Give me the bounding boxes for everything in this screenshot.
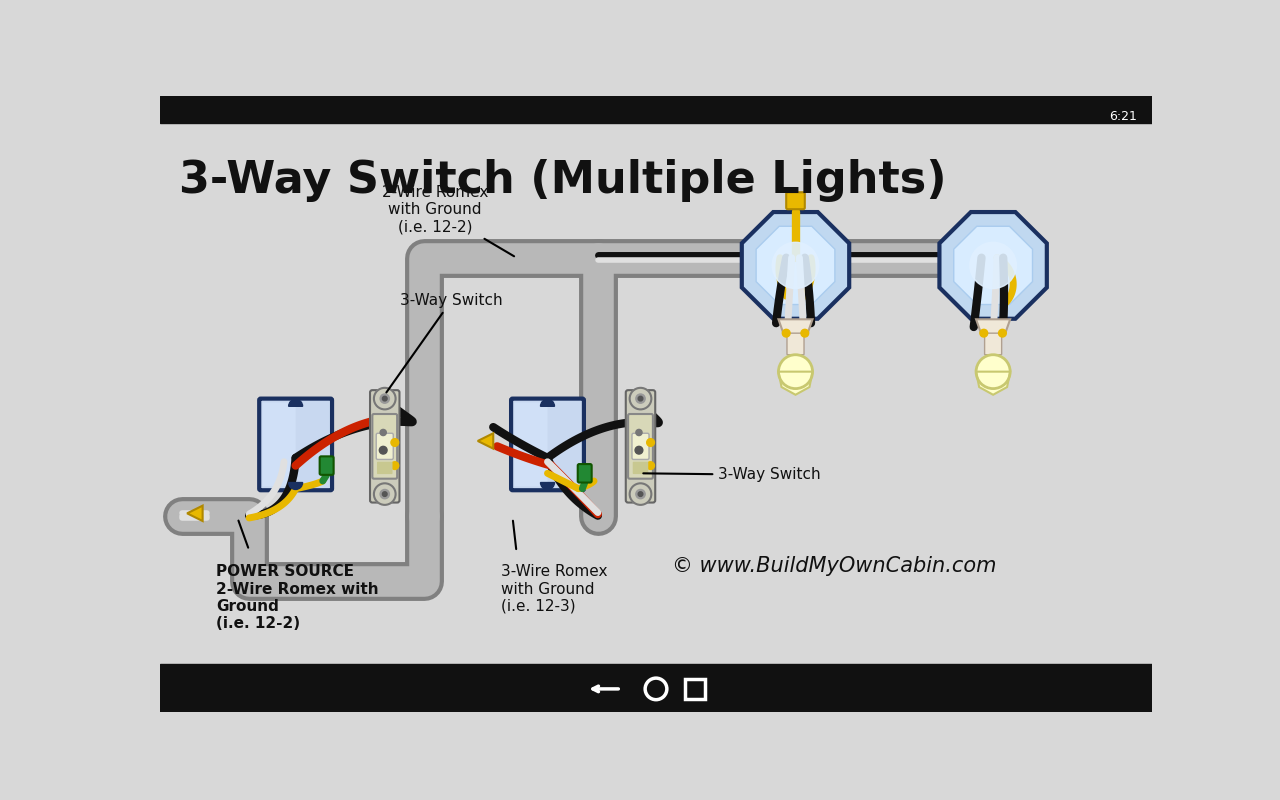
Polygon shape: [778, 319, 813, 334]
Wedge shape: [289, 482, 302, 490]
Circle shape: [635, 446, 643, 454]
FancyBboxPatch shape: [515, 402, 548, 486]
Circle shape: [778, 354, 813, 389]
Circle shape: [636, 490, 645, 498]
Polygon shape: [977, 319, 1010, 334]
Circle shape: [379, 446, 387, 454]
FancyBboxPatch shape: [259, 398, 332, 490]
Circle shape: [639, 492, 643, 496]
Text: 2-Wire Romex
with Ground
(i.e. 12-2): 2-Wire Romex with Ground (i.e. 12-2): [381, 185, 515, 256]
Bar: [160, 96, 1152, 123]
Text: 3-Way Switch: 3-Way Switch: [644, 467, 820, 482]
Circle shape: [782, 330, 790, 337]
Circle shape: [380, 490, 389, 498]
FancyBboxPatch shape: [626, 390, 655, 502]
Circle shape: [630, 388, 652, 410]
Circle shape: [998, 330, 1006, 337]
Polygon shape: [742, 212, 849, 318]
Circle shape: [374, 483, 396, 505]
FancyBboxPatch shape: [787, 333, 804, 354]
FancyBboxPatch shape: [378, 462, 393, 474]
Polygon shape: [756, 226, 835, 305]
FancyBboxPatch shape: [511, 398, 584, 490]
Circle shape: [646, 462, 654, 470]
Text: 6:21: 6:21: [1108, 110, 1137, 123]
Circle shape: [383, 492, 387, 496]
FancyBboxPatch shape: [632, 434, 649, 459]
FancyBboxPatch shape: [632, 462, 648, 474]
Wedge shape: [540, 482, 554, 490]
Circle shape: [383, 396, 387, 401]
Circle shape: [977, 354, 1010, 389]
FancyBboxPatch shape: [577, 464, 591, 482]
Polygon shape: [778, 372, 813, 394]
Text: POWER SOURCE
2-Wire Romex with
Ground
(i.e. 12-2): POWER SOURCE 2-Wire Romex with Ground (i…: [216, 564, 379, 631]
Circle shape: [374, 388, 396, 410]
FancyBboxPatch shape: [262, 402, 296, 486]
FancyBboxPatch shape: [786, 192, 805, 209]
Wedge shape: [540, 399, 554, 406]
Circle shape: [636, 394, 645, 403]
Circle shape: [639, 396, 643, 401]
Circle shape: [636, 430, 643, 435]
Circle shape: [980, 330, 988, 337]
Text: © www.BuildMyOwnCabin.com: © www.BuildMyOwnCabin.com: [672, 557, 997, 577]
Bar: [685, 679, 705, 699]
Circle shape: [646, 438, 654, 446]
FancyBboxPatch shape: [376, 434, 393, 459]
Polygon shape: [477, 434, 493, 449]
Circle shape: [772, 242, 819, 289]
Circle shape: [380, 394, 389, 403]
Wedge shape: [289, 399, 302, 406]
Circle shape: [801, 330, 809, 337]
Text: 3-Way Switch: 3-Way Switch: [387, 293, 503, 393]
Circle shape: [390, 462, 398, 470]
Polygon shape: [954, 226, 1033, 305]
Text: 3-Wire Romex
with Ground
(i.e. 12-3): 3-Wire Romex with Ground (i.e. 12-3): [500, 564, 608, 614]
FancyBboxPatch shape: [372, 414, 397, 478]
Polygon shape: [940, 212, 1047, 318]
Polygon shape: [187, 506, 202, 521]
FancyBboxPatch shape: [320, 456, 334, 475]
Circle shape: [970, 242, 1016, 289]
FancyBboxPatch shape: [628, 414, 653, 478]
FancyBboxPatch shape: [370, 390, 399, 502]
Circle shape: [380, 430, 387, 435]
Circle shape: [630, 483, 652, 505]
Text: 3-Way Switch (Multiple Lights): 3-Way Switch (Multiple Lights): [179, 159, 947, 202]
Bar: [160, 664, 1152, 712]
FancyBboxPatch shape: [984, 333, 1002, 354]
Polygon shape: [977, 372, 1010, 394]
Circle shape: [390, 438, 398, 446]
